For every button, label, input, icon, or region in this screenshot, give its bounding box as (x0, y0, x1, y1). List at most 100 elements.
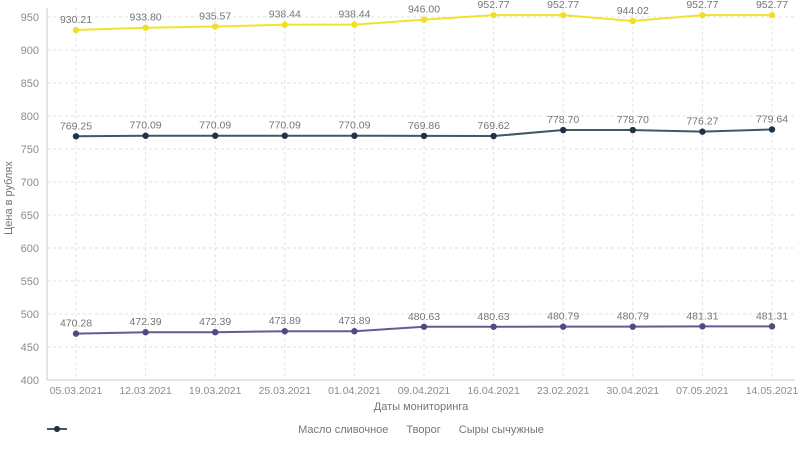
data-point[interactable] (351, 132, 358, 139)
data-point[interactable] (212, 132, 219, 139)
data-point-label: 472.39 (199, 316, 231, 328)
data-point[interactable] (768, 323, 776, 330)
x-tick-label: 23.02.2021 (537, 385, 590, 397)
data-point[interactable] (212, 23, 219, 30)
data-point-label: 769.62 (478, 120, 510, 132)
x-tick-label: 25.03.2021 (259, 385, 312, 397)
x-tick-label: 14.05.2021 (746, 385, 799, 397)
data-point[interactable] (281, 21, 288, 28)
data-point[interactable] (351, 328, 358, 335)
y-tick-label: 700 (21, 177, 39, 189)
data-point[interactable] (699, 323, 706, 330)
data-point-label: 769.86 (408, 120, 440, 132)
data-point-label: 769.25 (60, 120, 92, 132)
data-point-label: 480.79 (547, 311, 579, 323)
data-point[interactable] (281, 328, 288, 335)
y-tick-label: 500 (21, 309, 39, 321)
data-point-label: 952.77 (756, 0, 788, 11)
data-point[interactable] (560, 323, 567, 330)
data-point[interactable] (420, 323, 428, 330)
data-point-label: 778.70 (617, 114, 649, 126)
data-point-label: 952.77 (686, 0, 718, 11)
data-point[interactable] (72, 26, 80, 34)
y-tick-label: 750 (21, 144, 39, 156)
data-point[interactable] (699, 11, 706, 19)
legend: Масло сливочное Творог Сыры сычужные (47, 424, 795, 436)
data-point[interactable] (142, 132, 149, 139)
data-point-label: 480.63 (408, 311, 440, 323)
data-point-label: 778.70 (547, 114, 579, 126)
gridlines (47, 8, 795, 380)
data-point[interactable] (72, 330, 80, 337)
data-point-label: 938.44 (269, 9, 301, 21)
x-tick-label: 16.04.2021 (467, 385, 520, 397)
x-tick-label: 07.05.2021 (676, 385, 729, 397)
data-point[interactable] (629, 126, 636, 134)
legend-item-label: Творог (406, 424, 441, 436)
data-point[interactable] (420, 16, 428, 23)
data-point[interactable] (629, 17, 636, 25)
data-point-label: 776.27 (686, 116, 718, 128)
data-point[interactable] (768, 11, 776, 19)
legend-item-2[interactable]: Сыры сычужные (47, 424, 544, 436)
data-point-label: 473.89 (269, 315, 301, 327)
data-point[interactable] (699, 128, 706, 135)
data-point-label: 480.63 (478, 311, 510, 323)
y-tick-label: 600 (21, 243, 39, 255)
data-point-label: 472.39 (130, 316, 162, 328)
y-tick-label: 950 (21, 12, 39, 24)
data-point[interactable] (72, 133, 80, 140)
x-axis-title: Даты мониторинга (373, 401, 469, 413)
data-point-label: 930.21 (60, 14, 92, 26)
x-tick-label: 01.04.2021 (328, 385, 381, 397)
legend-item-label: Масло сливочное (298, 424, 389, 436)
data-point[interactable] (281, 132, 288, 139)
data-point-label: 779.64 (756, 113, 788, 125)
data-point[interactable] (490, 11, 497, 19)
data-point[interactable] (629, 323, 636, 330)
y-tick-label: 800 (21, 111, 39, 123)
legend-item-1[interactable]: Творог (47, 424, 441, 436)
data-point[interactable] (142, 329, 149, 336)
legend-marker-icon (47, 426, 67, 432)
data-point-label: 952.77 (547, 0, 579, 11)
data-point-label: 481.31 (756, 310, 788, 322)
y-tick-label: 400 (21, 375, 39, 387)
data-point-label: 480.79 (617, 311, 649, 323)
x-tick-label: 09.04.2021 (398, 385, 451, 397)
data-point[interactable] (768, 126, 776, 133)
data-point[interactable] (142, 24, 149, 31)
data-point[interactable] (560, 126, 567, 134)
data-point[interactable] (351, 21, 358, 28)
data-point[interactable] (490, 132, 497, 140)
data-point-label: 770.09 (130, 120, 162, 132)
legend-item-label: Сыры сычужные (458, 424, 544, 436)
data-point[interactable] (212, 329, 219, 336)
x-tick-label: 05.03.2021 (50, 385, 103, 397)
y-tick-label: 650 (21, 210, 39, 222)
data-point-label: 770.09 (338, 120, 370, 132)
data-point-label: 935.57 (199, 11, 231, 23)
data-point-label: 770.09 (199, 120, 231, 132)
y-tick-label: 900 (21, 45, 39, 57)
data-point-label: 770.09 (269, 120, 301, 132)
data-point-label: 952.77 (478, 0, 510, 11)
data-point-label: 933.80 (130, 12, 162, 24)
data-point-label: 946.00 (408, 4, 440, 16)
data-point[interactable] (560, 11, 567, 19)
data-point-label: 481.31 (686, 310, 718, 322)
x-tick-label: 19.03.2021 (189, 385, 242, 397)
data-point-label: 944.02 (617, 5, 649, 17)
y-tick-label: 550 (21, 276, 39, 288)
y-tick-label: 450 (21, 342, 39, 354)
data-point[interactable] (490, 323, 497, 330)
data-point-label: 473.89 (338, 315, 370, 327)
data-point-label: 938.44 (338, 9, 370, 21)
data-point[interactable] (420, 132, 428, 140)
legend-item-0[interactable]: Масло сливочное (47, 424, 389, 436)
data-point-label: 470.28 (60, 318, 92, 330)
y-tick-label: 850 (21, 78, 39, 90)
x-tick-label: 12.03.2021 (119, 385, 172, 397)
